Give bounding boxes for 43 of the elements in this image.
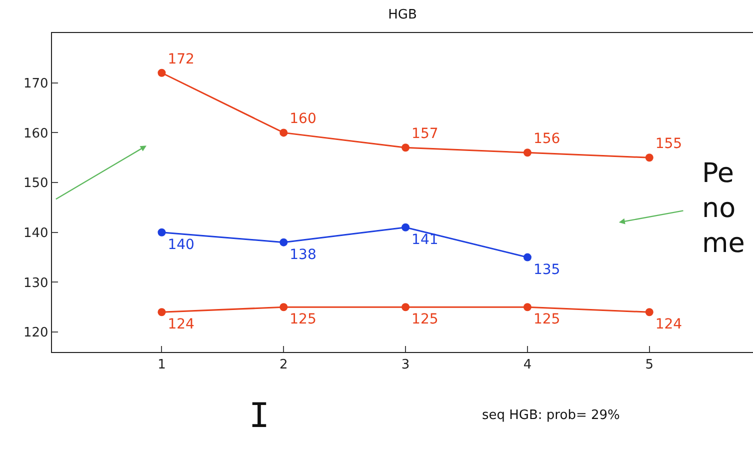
y-tick-label: 140 (23, 226, 48, 241)
data-label: 156 (533, 131, 560, 148)
data-label: 125 (533, 312, 560, 328)
data-label: 124 (655, 316, 682, 333)
x-tick-label: 4 (523, 358, 532, 373)
data-label: 140 (168, 236, 194, 253)
y-tick-label: 160 (23, 126, 48, 142)
point (645, 308, 654, 316)
data-label: 125 (290, 312, 316, 328)
data-label: 138 (290, 246, 316, 263)
x-tick-label: 5 (645, 358, 654, 373)
data-label: 124 (168, 316, 195, 333)
data-label: 141 (412, 232, 438, 248)
point (645, 154, 654, 162)
point (402, 144, 410, 152)
point (402, 303, 410, 312)
chart-title: HGB (388, 8, 417, 23)
y-tick-label: 150 (23, 176, 48, 192)
point (280, 303, 288, 312)
data-label: 155 (655, 136, 682, 152)
point (523, 148, 532, 157)
x-tick-label: 3 (401, 358, 410, 373)
point (158, 68, 166, 77)
y-tick-label: 130 (23, 276, 48, 291)
point (280, 128, 288, 137)
data-label: 160 (290, 111, 316, 128)
data-label: 157 (412, 126, 438, 142)
x-tick-label: 2 (279, 358, 288, 373)
annotation: Pe no me (702, 158, 745, 260)
x-tick-label: 1 (158, 358, 166, 373)
y-tick-label: 120 (23, 326, 48, 341)
y-tick-label: 170 (23, 76, 48, 92)
point (280, 238, 288, 246)
point (523, 303, 532, 312)
text: seq HGB: prob= 29% (482, 408, 620, 423)
text: I (249, 396, 270, 436)
point (158, 308, 166, 316)
point (158, 228, 166, 236)
point (523, 253, 532, 262)
data-label: 125 (412, 312, 438, 328)
point (402, 223, 410, 232)
data-label: 172 (168, 51, 194, 68)
data-label: 135 (533, 262, 560, 278)
